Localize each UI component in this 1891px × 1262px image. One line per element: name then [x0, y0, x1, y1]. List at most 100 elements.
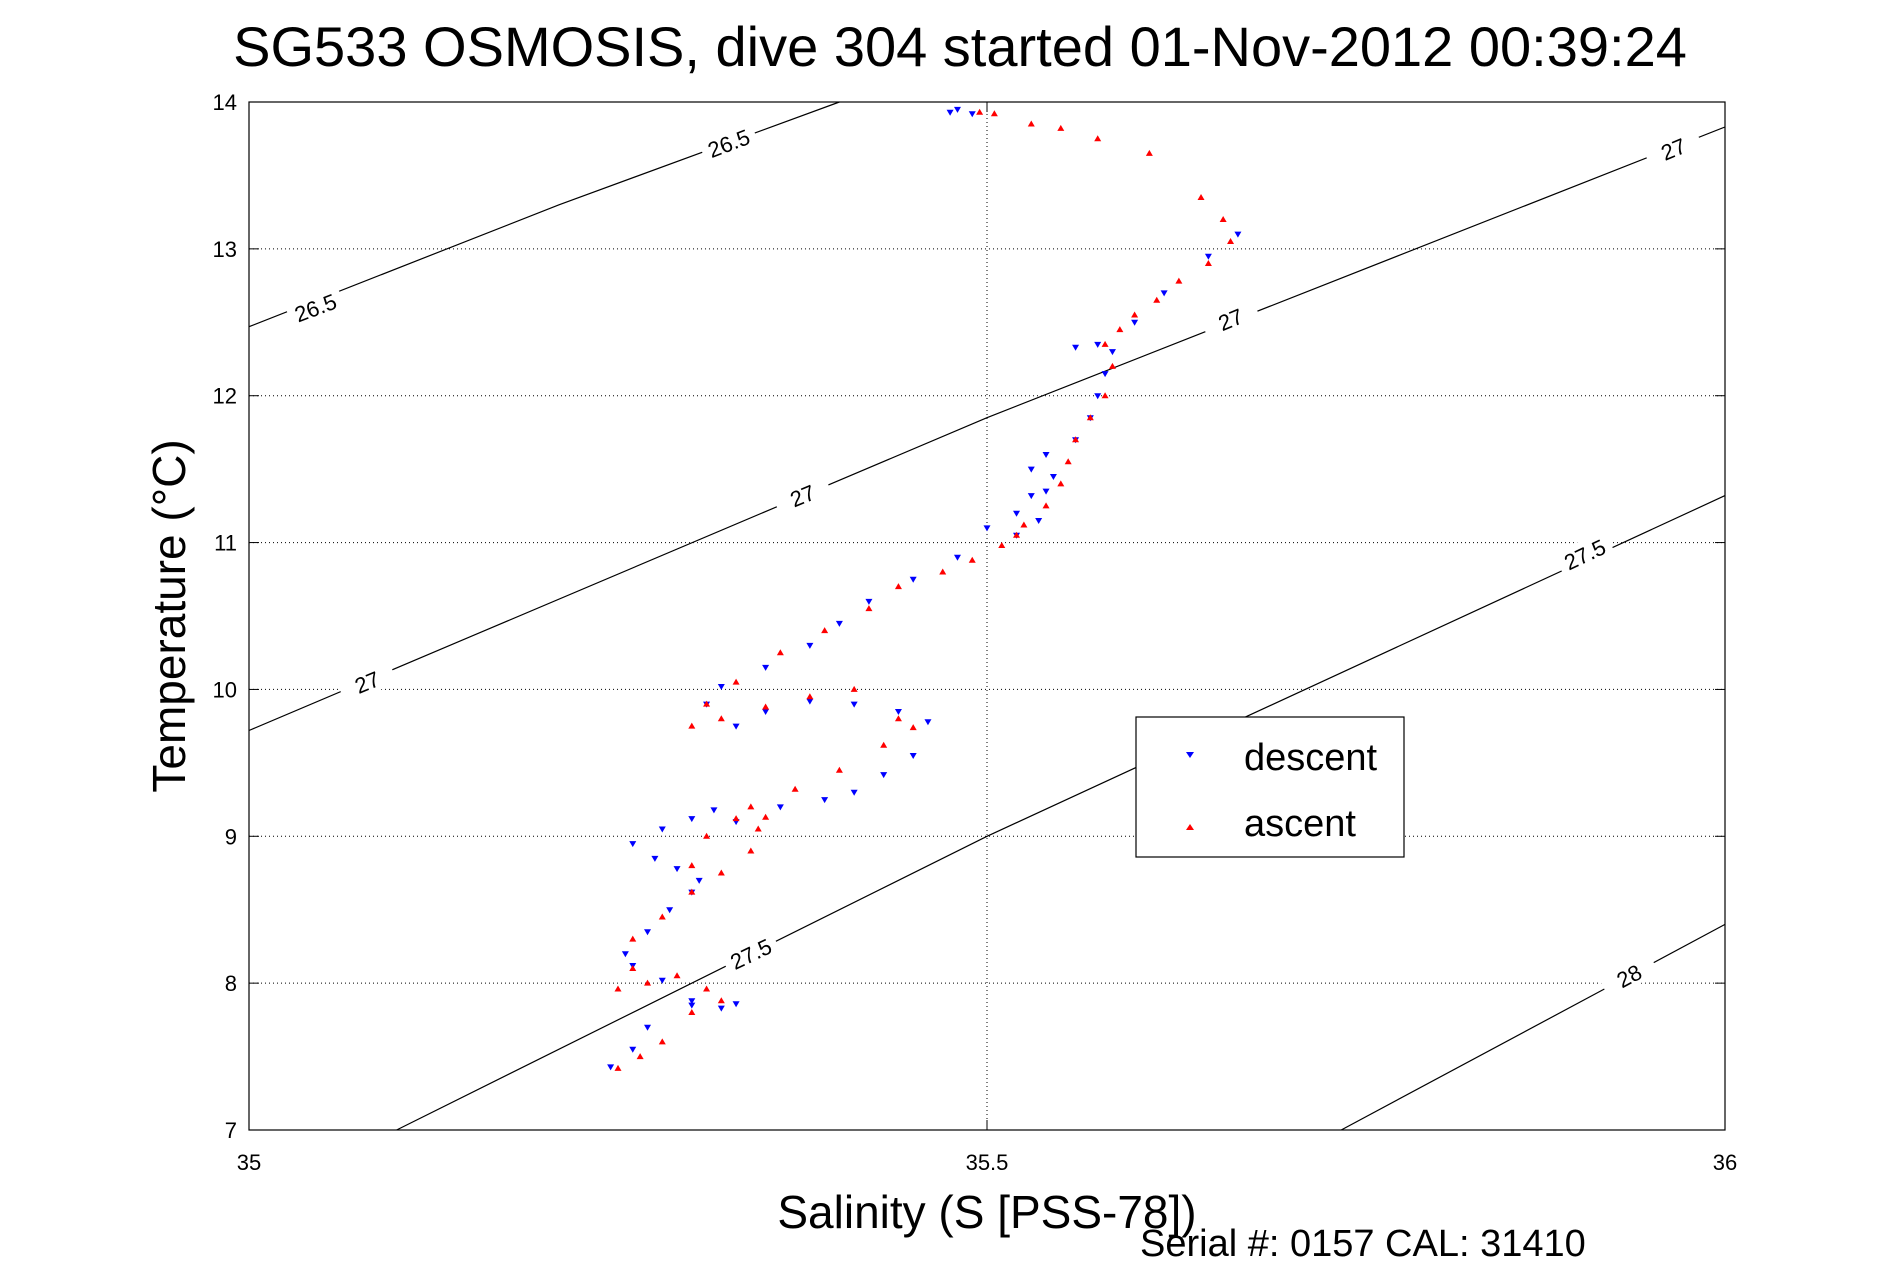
- descent-point: [983, 525, 991, 532]
- ascent-point: [614, 1064, 622, 1071]
- x-tick-label: 35.5: [966, 1150, 1009, 1175]
- ascent-point: [717, 997, 725, 1004]
- ascent-point: [688, 888, 696, 895]
- density-contour-line: [1340, 923, 1726, 1131]
- descent-point: [1049, 473, 1057, 480]
- legend-ascent-label: ascent: [1244, 803, 1356, 845]
- descent-point: [1035, 518, 1043, 525]
- descent-point: [658, 826, 666, 833]
- y-tick-label: 14: [213, 90, 237, 115]
- ascent-point: [703, 985, 711, 992]
- descent-point: [850, 701, 858, 708]
- descent-point: [1204, 253, 1212, 260]
- ascent-point: [1027, 120, 1035, 127]
- descent-point: [732, 723, 740, 730]
- contour-label-bg: [1199, 295, 1261, 342]
- ascent-point: [688, 1009, 696, 1016]
- descent-point: [909, 576, 917, 583]
- descent-point: [688, 816, 696, 823]
- ascent-point: [703, 832, 711, 839]
- ascent-point: [1057, 480, 1065, 487]
- descent-point: [1027, 493, 1035, 500]
- descent-point: [717, 1005, 725, 1012]
- ascent-point: [754, 825, 762, 832]
- ascent-point: [629, 964, 637, 971]
- descent-point: [651, 855, 659, 862]
- descent-point: [909, 753, 917, 760]
- ascent-point: [894, 715, 902, 722]
- legend: descent ascent: [1135, 716, 1405, 858]
- density-contour-line: [396, 495, 1726, 1131]
- ascent-point: [880, 741, 888, 748]
- y-tick-label: 10: [213, 677, 237, 702]
- contour-label-bg: [284, 284, 346, 329]
- descent-point: [865, 598, 873, 605]
- data-points: [607, 106, 1242, 1071]
- y-axis-label: Temperature (°C): [143, 439, 195, 792]
- descent-point: [762, 664, 770, 671]
- descent-point: [1234, 231, 1242, 238]
- ascent-point: [1020, 521, 1028, 528]
- ascent-point: [894, 583, 902, 590]
- descent-point: [717, 683, 725, 690]
- ascent-point: [1064, 458, 1072, 465]
- descent-point: [776, 804, 784, 811]
- ascent-point: [1145, 149, 1153, 156]
- descent-point: [1108, 349, 1116, 356]
- ascent-point: [614, 985, 622, 992]
- ascent-point: [1108, 362, 1116, 369]
- descent-point: [835, 620, 843, 627]
- ascent-point: [776, 649, 784, 656]
- descent-point: [894, 708, 902, 715]
- contour-label-bg: [335, 658, 398, 704]
- ascent-point: [732, 815, 740, 822]
- ascent-point: [990, 110, 998, 117]
- ascent-point: [658, 1038, 666, 1045]
- descent-point: [629, 1046, 637, 1053]
- ascent-point: [865, 605, 873, 612]
- descent-point: [968, 111, 976, 118]
- ascent-point: [658, 913, 666, 920]
- ascent-point: [1013, 531, 1021, 538]
- density-contour-line: [248, 126, 1726, 732]
- ascent-point: [688, 722, 696, 729]
- ascent-point: [909, 724, 917, 731]
- ascent-point: [644, 979, 652, 986]
- ascent-point: [939, 568, 947, 575]
- descent-point: [710, 807, 718, 814]
- ascent-point: [1116, 326, 1124, 333]
- y-tick-label: 12: [213, 384, 237, 409]
- ascent-point: [835, 766, 843, 773]
- x-tick-label: 36: [1713, 1150, 1737, 1175]
- descent-point: [880, 772, 888, 779]
- y-tick-label: 8: [225, 971, 237, 996]
- descent-point: [1094, 393, 1102, 400]
- descent-point: [953, 554, 961, 561]
- ascent-point: [1101, 340, 1109, 347]
- legend-descent-marker: [1186, 752, 1194, 758]
- ascent-point: [717, 869, 725, 876]
- y-tick-label: 13: [213, 237, 237, 262]
- ascent-point: [1219, 215, 1227, 222]
- descent-point: [644, 929, 652, 936]
- descent-point: [806, 642, 814, 649]
- ascent-point: [1153, 296, 1161, 303]
- descent-point: [732, 1001, 740, 1008]
- ascent-point: [1072, 436, 1080, 443]
- legend-descent-label: descent: [1244, 737, 1378, 779]
- descent-point: [821, 797, 829, 804]
- ascent-point: [791, 785, 799, 792]
- descent-point: [1094, 341, 1102, 348]
- plot-background: [249, 102, 1725, 1130]
- descent-point: [953, 106, 961, 113]
- ascent-point: [1227, 238, 1235, 245]
- ascent-point: [1057, 124, 1065, 131]
- ascent-point: [850, 685, 858, 692]
- descent-point: [1027, 466, 1035, 473]
- ascent-point: [636, 1053, 644, 1060]
- contour-label-bg: [1597, 950, 1660, 1000]
- descent-point: [644, 1024, 652, 1031]
- descent-point: [806, 698, 814, 705]
- y-tick-label: 11: [214, 531, 237, 556]
